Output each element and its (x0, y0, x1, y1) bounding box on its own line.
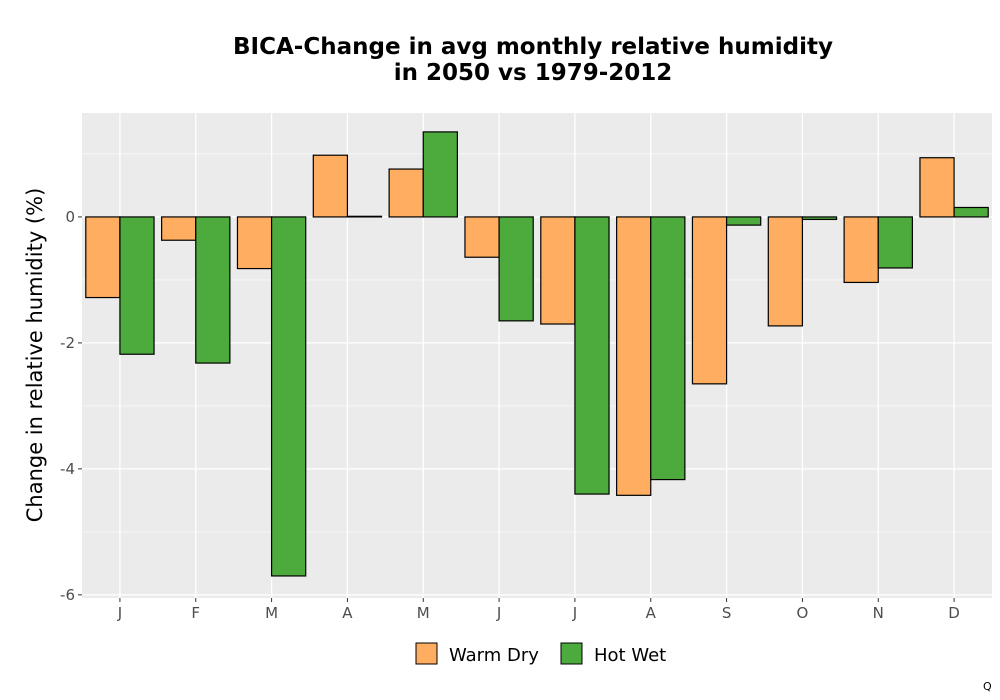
legend-key-hot-wet (560, 642, 583, 665)
x-tick-label: J (572, 604, 577, 622)
x-tick-label: S (722, 604, 732, 622)
bar-hot-wet-2 (270, 216, 307, 577)
chart-title-line-2: in 2050 vs 1979-2012 (394, 60, 673, 86)
bar-warm-dry-2 (236, 216, 273, 270)
bar-hot-wet-8 (725, 216, 762, 226)
y-axis-ticks: -6 -4 -2 0 (60, 208, 82, 604)
bar-hot-wet-5 (498, 216, 534, 322)
x-tick-label: J (496, 604, 501, 622)
y-tick-label: 0 (65, 208, 75, 226)
y-axis-label: Change in relative humidity (%) (23, 188, 47, 523)
x-tick-label: J (117, 604, 122, 622)
bar-warm-dry-5 (464, 216, 500, 258)
bar-warm-dry-1 (161, 216, 197, 241)
x-tick-label: A (646, 604, 657, 622)
x-tick-label: N (873, 604, 884, 622)
chart-title-line-1: BICA-Change in avg monthly relative humi… (233, 34, 833, 60)
x-tick-label: A (342, 604, 353, 622)
x-tick-label: M (417, 604, 430, 622)
bar-hot-wet-1 (195, 216, 231, 364)
bar-hot-wet-4 (422, 131, 458, 218)
y-tick-label: -6 (60, 586, 75, 604)
corner-mark: Q (983, 680, 992, 693)
bar-warm-dry-0 (85, 216, 121, 299)
bar-hot-wet-7 (650, 216, 686, 481)
bar-warm-dry-9 (767, 216, 804, 327)
bar-hot-wet-6 (574, 216, 610, 495)
bar-warm-dry-11 (919, 157, 955, 218)
y-tick-label: -4 (60, 460, 75, 478)
x-tick-label: D (948, 604, 960, 622)
bar-hot-wet-3 (346, 215, 383, 218)
plot-panel (82, 113, 992, 598)
bar-hot-wet-10 (877, 216, 913, 269)
bar-warm-dry-8 (691, 216, 728, 385)
legend-label-hot-wet: Hot Wet (594, 645, 666, 666)
bar-warm-dry-7 (616, 216, 652, 496)
bars (85, 131, 989, 577)
bar-warm-dry-4 (388, 168, 424, 218)
x-tick-label: M (265, 604, 278, 622)
legend-key-warm-dry (415, 642, 438, 665)
bar-hot-wet-11 (953, 206, 989, 218)
bar-warm-dry-3 (312, 154, 349, 218)
bar-warm-dry-10 (843, 216, 879, 284)
x-tick-label: O (797, 604, 809, 622)
y-tick-label: -2 (60, 334, 75, 352)
legend-label-warm-dry: Warm Dry (449, 645, 539, 666)
bar-hot-wet-9 (801, 216, 838, 221)
x-tick-label: F (191, 604, 200, 622)
bar-hot-wet-0 (119, 216, 155, 355)
bar-warm-dry-6 (540, 216, 576, 325)
legend: Warm Dry Hot Wet (415, 642, 666, 666)
